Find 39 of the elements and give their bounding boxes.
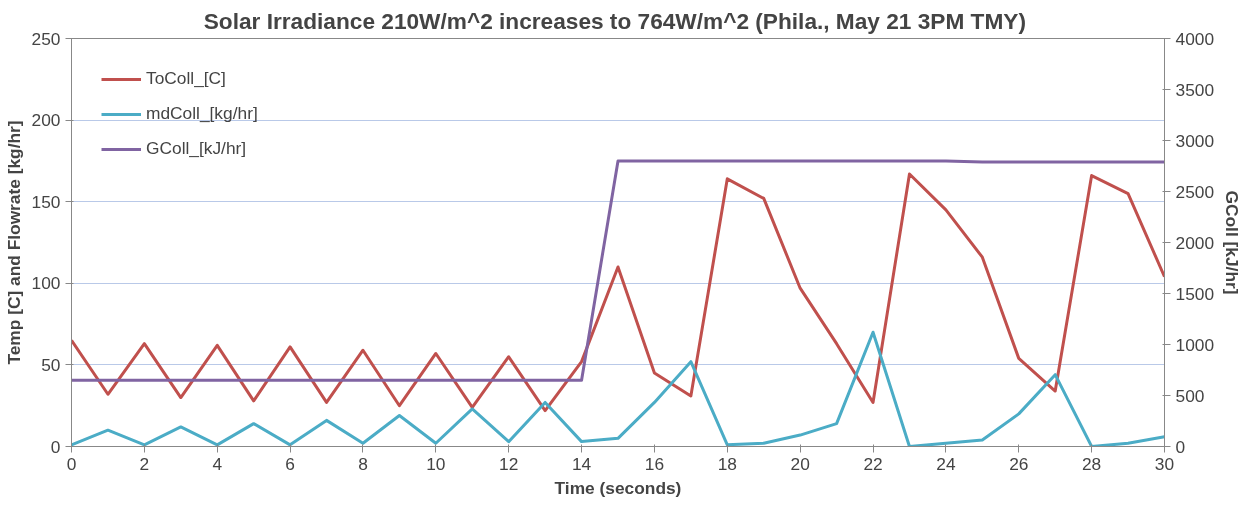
chart-title: Solar Irradiance 210W/m^2 increases to 764W/m^2 (Phila., May 21 3PM TMY) xyxy=(203,7,1026,34)
y2-tick-label: 3500 xyxy=(1175,79,1215,100)
y-tick-label: 150 xyxy=(31,191,61,212)
x-axis-title: Time (seconds) xyxy=(554,477,682,498)
x-tick-label: 10 xyxy=(426,453,446,474)
y2-tick-label: 3000 xyxy=(1175,130,1215,151)
y2-tick-label: 500 xyxy=(1175,385,1205,406)
line-series xyxy=(71,172,1165,413)
x-tick-label: 20 xyxy=(790,453,810,474)
x-tick-label: 2 xyxy=(139,453,150,474)
y2-tick-label: 0 xyxy=(1175,436,1186,457)
x-tick-label: 28 xyxy=(1082,453,1102,474)
y2-tick-label: 2000 xyxy=(1175,232,1215,253)
x-tick-label: 14 xyxy=(571,453,592,474)
y-tick-label: 0 xyxy=(50,436,61,457)
x-tick-label: 12 xyxy=(499,453,519,474)
x-tick-label: 26 xyxy=(1009,453,1029,474)
y-tick-label: 200 xyxy=(31,110,61,131)
legend-label: mdColl_[kg/hr] xyxy=(146,103,258,124)
x-tick-label: 4 xyxy=(212,453,223,474)
y-axis-title: Temp [C] and Flowrate [kg/hr] xyxy=(3,120,24,365)
y2-tick-label: 1000 xyxy=(1175,334,1215,355)
legend-label: ToColl_[C] xyxy=(146,68,226,89)
y2-axis-title: GColl [kJ/hr] xyxy=(1222,190,1243,295)
x-tick-label: 24 xyxy=(936,453,956,474)
y2-tick-label: 4000 xyxy=(1175,28,1215,49)
legend-label: GColl_[kJ/hr] xyxy=(146,138,247,159)
x-tick-label: 0 xyxy=(66,453,77,474)
y2-tick-label: 2500 xyxy=(1175,181,1215,202)
x-tick-label: 16 xyxy=(644,453,665,474)
y-tick-label: 250 xyxy=(31,28,61,49)
x-tick-label: 18 xyxy=(717,453,737,474)
x-tick-label: 22 xyxy=(863,453,883,474)
y-tick-label: 100 xyxy=(31,273,61,294)
x-tick-label: 30 xyxy=(1154,453,1175,474)
y2-tick-label: 1500 xyxy=(1175,283,1215,304)
x-tick-label: 8 xyxy=(358,453,368,474)
y-tick-label: 50 xyxy=(41,354,61,375)
x-tick-label: 6 xyxy=(285,453,295,474)
